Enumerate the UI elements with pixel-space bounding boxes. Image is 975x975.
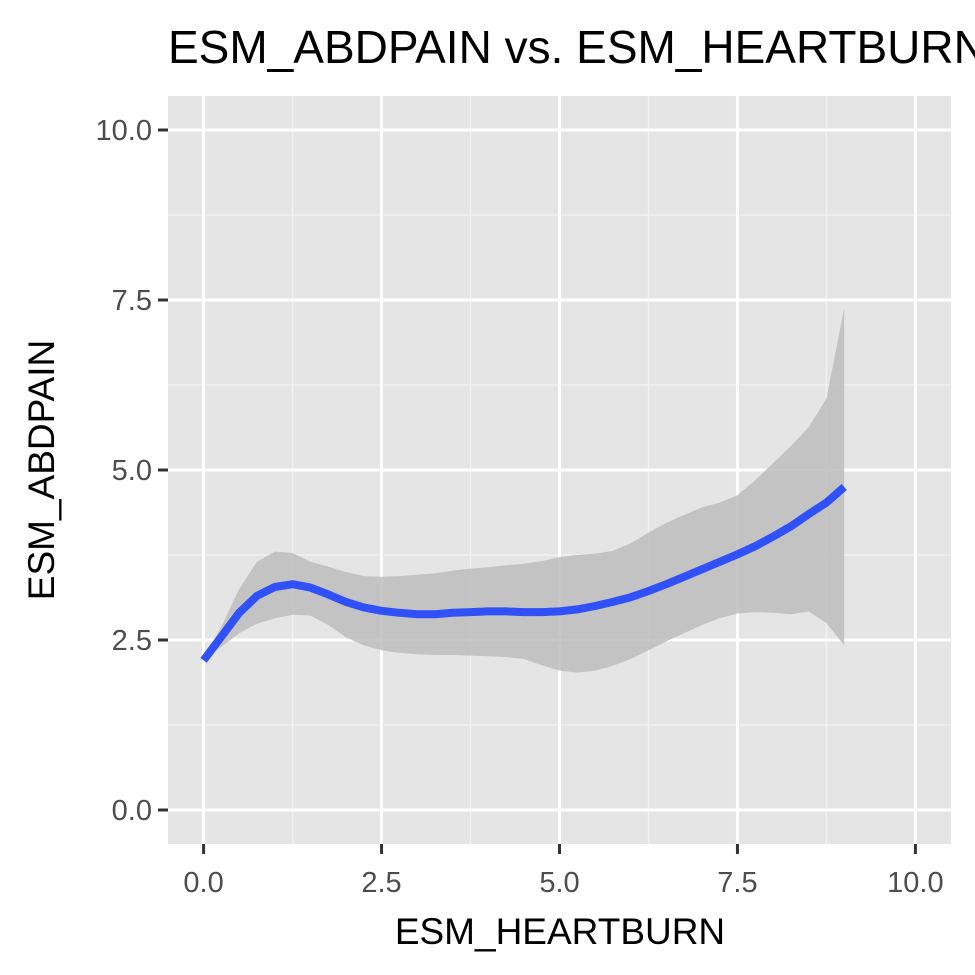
x-tick-label: 7.5 bbox=[717, 867, 757, 899]
y-tick-label: 10.0 bbox=[96, 115, 152, 147]
chart-title: ESM_ABDPAIN vs. ESM_HEARTBURN bbox=[168, 21, 975, 73]
x-axis: 0.0 2.5 5.0 7.5 10.0 bbox=[183, 844, 944, 899]
y-tick-label: 0.0 bbox=[112, 795, 152, 827]
y-axis: 0.0 2.5 5.0 7.5 10.0 bbox=[96, 115, 168, 827]
x-tick-label: 0.0 bbox=[183, 867, 223, 899]
x-tick-label: 2.5 bbox=[361, 867, 401, 899]
y-tick-label: 5.0 bbox=[112, 455, 152, 487]
x-tick-label: 10.0 bbox=[887, 867, 943, 899]
x-axis-title: ESM_HEARTBURN bbox=[395, 911, 725, 952]
x-tick-label: 5.0 bbox=[539, 867, 579, 899]
smooth-line bbox=[200, 483, 847, 663]
y-axis-title: ESM_ABDPAIN bbox=[21, 340, 62, 600]
y-tick-label: 2.5 bbox=[112, 625, 152, 657]
y-tick-label: 7.5 bbox=[112, 285, 152, 317]
confidence-band bbox=[203, 308, 845, 673]
